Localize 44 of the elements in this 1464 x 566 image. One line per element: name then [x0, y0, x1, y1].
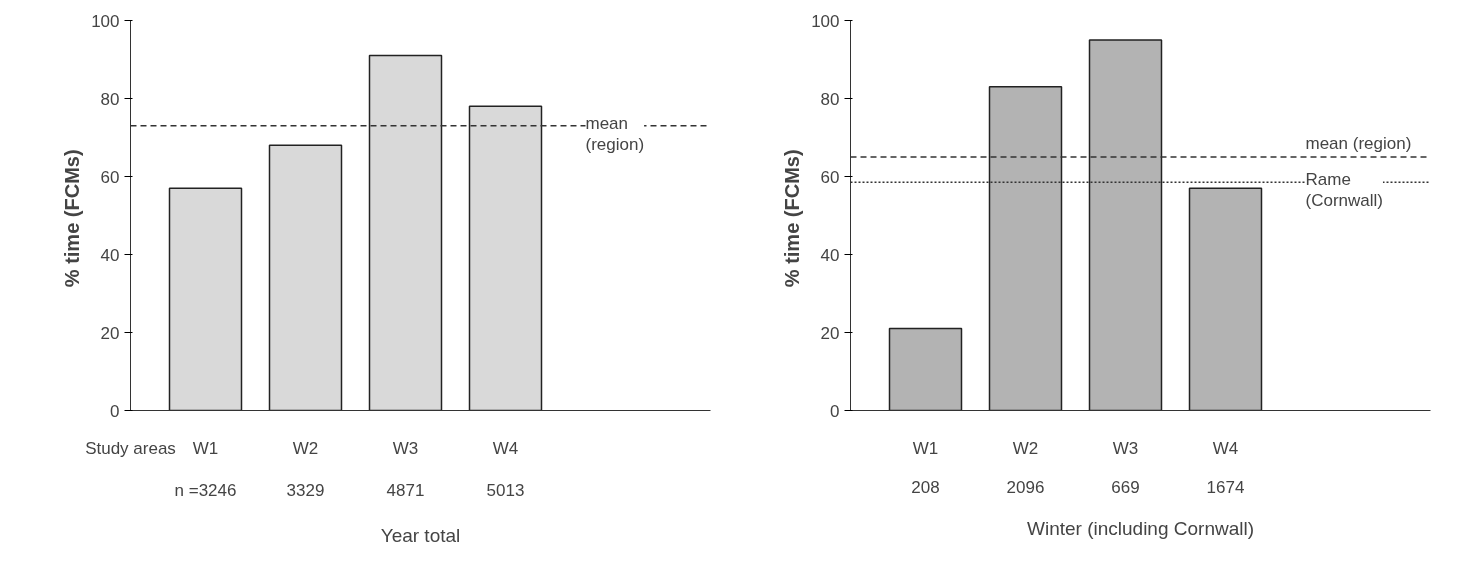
- y-axis-title: % time (FCMs): [61, 149, 84, 288]
- y-tick-label: 20: [820, 323, 840, 343]
- text: 5013: [486, 480, 525, 500]
- y-tick-label: 80: [820, 89, 840, 109]
- text: 669: [1111, 477, 1140, 497]
- bar: [268, 144, 343, 411]
- y-tick-label: 0: [830, 401, 840, 421]
- y-tick-label: 100: [91, 11, 120, 31]
- text: 3329: [286, 480, 325, 500]
- x-tick-label: W3: [1112, 438, 1139, 458]
- bar: [1188, 187, 1263, 411]
- bar: [988, 86, 1063, 411]
- y-tick-label: 40: [100, 245, 120, 265]
- bar: [368, 54, 443, 411]
- x-axis-title: Year total: [380, 524, 461, 546]
- x-tick-label: W1: [192, 438, 219, 458]
- x-tick-label: W1: [912, 438, 939, 458]
- x-tick-label: W4: [1212, 438, 1239, 458]
- y-tick-label: 60: [820, 167, 840, 187]
- bar: [888, 327, 963, 411]
- x-tick-label: W4: [492, 438, 519, 458]
- bar: [1088, 39, 1163, 411]
- bar: [468, 105, 543, 411]
- ref-line-label: mean (region): [585, 113, 645, 154]
- text: 208: [911, 477, 940, 497]
- text: n =3246: [174, 480, 237, 500]
- ref-line-label: mean (region): [1305, 134, 1412, 153]
- x-tick-label: W3: [392, 438, 419, 458]
- text: 4871: [386, 480, 425, 500]
- text: Study areas: [85, 438, 176, 458]
- y-tick-label: 20: [100, 323, 120, 343]
- text: 1674: [1206, 477, 1245, 497]
- y-tick-label: 0: [110, 401, 120, 421]
- y-tick-label: 60: [100, 167, 120, 187]
- x-tick-label: W2: [292, 438, 319, 458]
- y-tick-label: 80: [100, 89, 120, 109]
- y-axis-title: % time (FCMs): [781, 149, 804, 288]
- ref-line-label: Rame (Cornwall): [1305, 170, 1383, 211]
- bar: [168, 187, 243, 411]
- y-tick-label: 100: [811, 11, 840, 31]
- text: 2096: [1006, 477, 1045, 497]
- x-tick-label: W2: [1012, 438, 1039, 458]
- x-axis-title: Winter (including Cornwall): [1026, 517, 1255, 539]
- y-tick-label: 40: [820, 245, 840, 265]
